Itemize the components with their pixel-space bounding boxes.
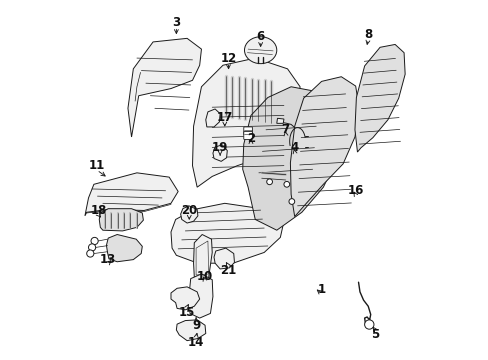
Polygon shape — [171, 203, 284, 263]
Circle shape — [288, 199, 294, 204]
Text: 11: 11 — [88, 159, 104, 172]
Text: 21: 21 — [220, 264, 236, 277]
Polygon shape — [171, 287, 199, 310]
Polygon shape — [106, 234, 142, 262]
Text: 13: 13 — [99, 253, 115, 266]
Polygon shape — [290, 77, 359, 217]
Circle shape — [364, 320, 373, 329]
Text: 9: 9 — [192, 319, 200, 332]
Polygon shape — [189, 274, 212, 318]
Text: 12: 12 — [220, 51, 236, 64]
Text: 8: 8 — [364, 28, 371, 41]
Polygon shape — [242, 87, 343, 230]
Text: 16: 16 — [347, 184, 363, 197]
Polygon shape — [205, 109, 220, 127]
Text: 6: 6 — [256, 30, 264, 43]
FancyBboxPatch shape — [244, 127, 252, 135]
Text: 19: 19 — [211, 141, 228, 154]
Text: 5: 5 — [370, 328, 379, 341]
Text: 4: 4 — [290, 141, 298, 154]
Polygon shape — [99, 209, 143, 231]
Text: 17: 17 — [216, 111, 232, 124]
Polygon shape — [180, 206, 198, 223]
Circle shape — [86, 250, 94, 257]
Polygon shape — [212, 145, 227, 161]
Text: 10: 10 — [197, 270, 213, 283]
Polygon shape — [176, 320, 205, 341]
Ellipse shape — [244, 37, 276, 64]
Text: 3: 3 — [172, 16, 180, 29]
Text: 15: 15 — [178, 306, 194, 319]
FancyBboxPatch shape — [244, 132, 252, 139]
Polygon shape — [128, 39, 201, 137]
Text: 7: 7 — [281, 123, 289, 136]
Circle shape — [91, 237, 98, 244]
Text: 14: 14 — [187, 336, 204, 348]
Polygon shape — [354, 44, 405, 152]
Circle shape — [284, 181, 289, 187]
Polygon shape — [85, 173, 178, 216]
Text: 18: 18 — [90, 204, 106, 217]
Polygon shape — [193, 234, 212, 280]
Circle shape — [88, 244, 96, 251]
Polygon shape — [192, 58, 300, 187]
Polygon shape — [276, 118, 284, 123]
Text: 2: 2 — [246, 132, 255, 145]
Text: 20: 20 — [181, 204, 197, 217]
Text: 1: 1 — [317, 283, 325, 296]
Polygon shape — [214, 248, 234, 269]
Circle shape — [266, 179, 272, 185]
